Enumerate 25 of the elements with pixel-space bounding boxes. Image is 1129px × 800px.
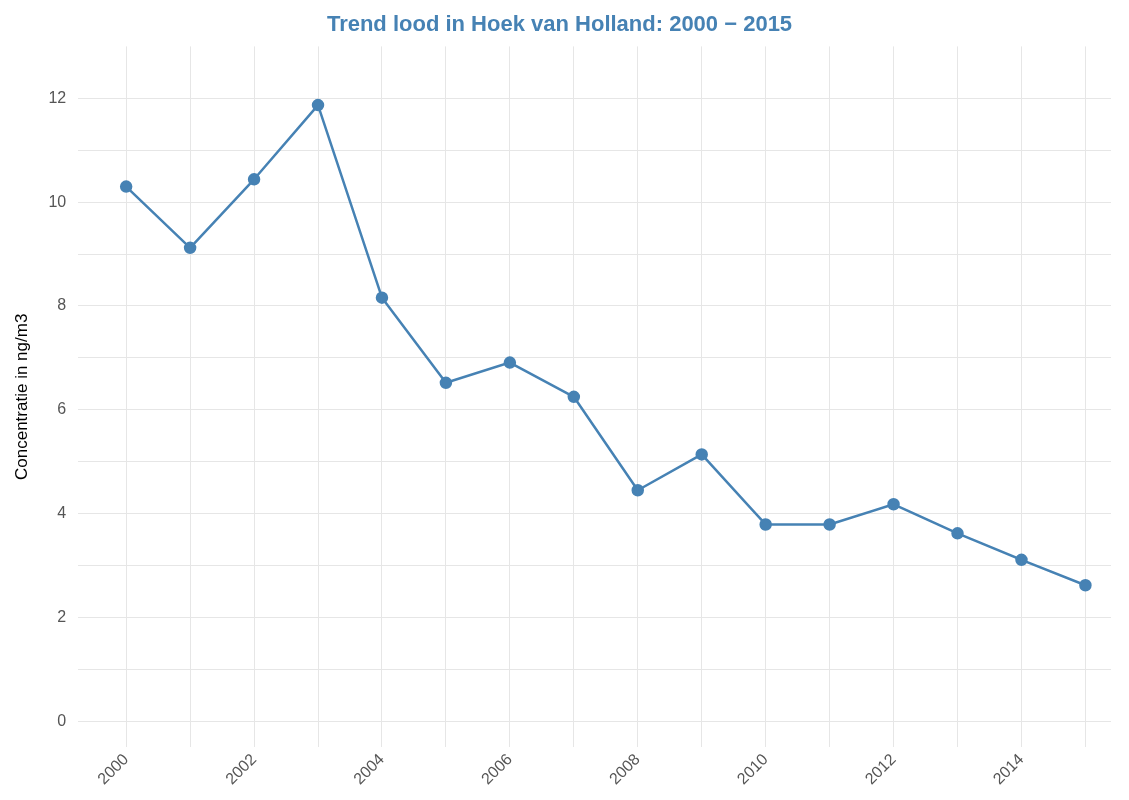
- y-tick-label: 8: [57, 296, 67, 314]
- y-axis-title: Concentratie in ng/m3: [11, 313, 31, 480]
- point: [375, 291, 389, 304]
- y-tick-label: 12: [48, 88, 67, 106]
- point: [1015, 553, 1028, 567]
- point: [183, 241, 197, 255]
- y-tick-label: 6: [57, 400, 67, 418]
- chart-title: Trend lood in Hoek van Holland: 2000 − 2015: [326, 11, 793, 37]
- point: [311, 98, 325, 112]
- point: [1079, 579, 1092, 592]
- y-tick-label: 0: [57, 711, 67, 729]
- y-tick-label: 10: [48, 192, 67, 210]
- point: [503, 356, 517, 369]
- point: [887, 498, 900, 511]
- point: [247, 173, 261, 186]
- y-tick-label: 4: [57, 504, 67, 522]
- point: [439, 376, 453, 390]
- point: [951, 527, 964, 540]
- point: [759, 518, 772, 531]
- point: [823, 518, 836, 531]
- point: [119, 180, 133, 193]
- point: [631, 484, 645, 497]
- point: [695, 448, 708, 461]
- y-tick-label: 2: [57, 607, 67, 625]
- point: [567, 390, 581, 404]
